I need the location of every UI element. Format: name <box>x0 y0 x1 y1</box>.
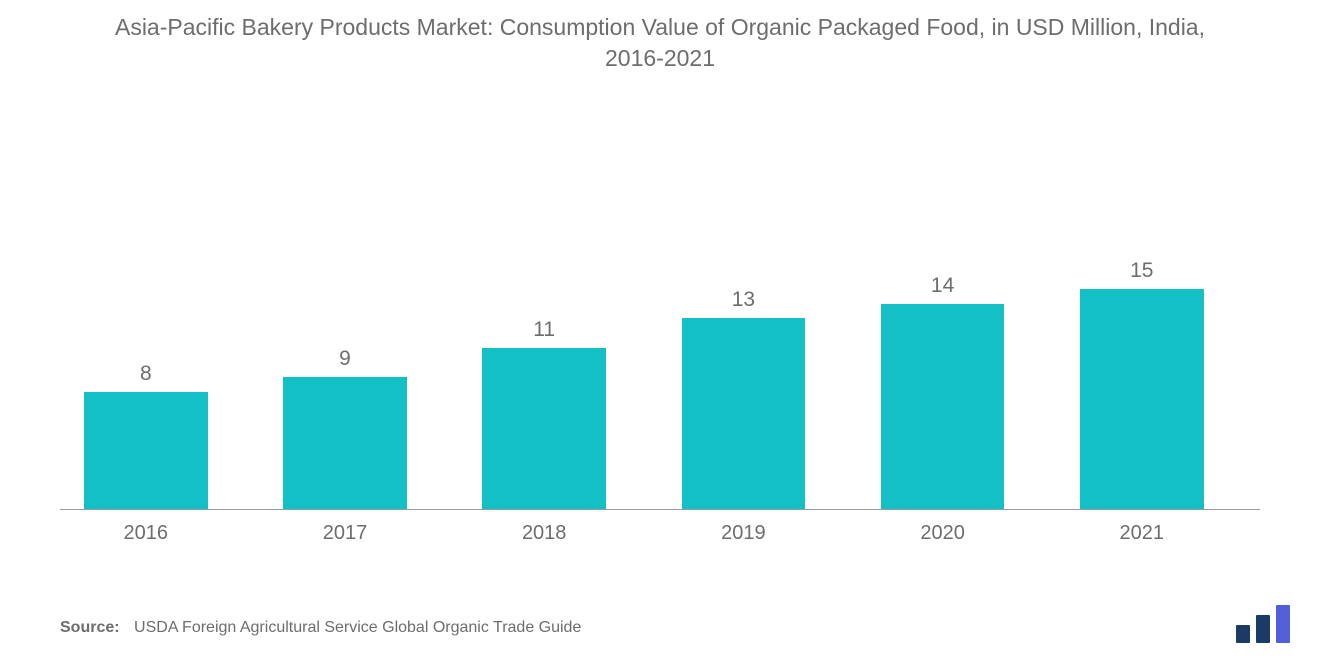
bar <box>84 392 208 509</box>
source-line: Source: USDA Foreign Agricultural Servic… <box>60 619 581 637</box>
bar-group: 15 <box>1080 259 1204 509</box>
x-axis-label: 2019 <box>682 522 806 545</box>
source-text: USDA Foreign Agricultural Service Global… <box>134 619 581 636</box>
bar-value-label: 14 <box>931 274 954 298</box>
bar <box>1080 289 1204 509</box>
bar-value-label: 8 <box>140 362 152 386</box>
bar-group: 8 <box>84 362 208 509</box>
x-axis-label: 2018 <box>482 522 606 545</box>
x-axis-label: 2016 <box>84 522 208 545</box>
bar <box>682 318 806 509</box>
bar-group: 9 <box>283 347 407 509</box>
x-axis-label: 2017 <box>283 522 407 545</box>
plot-region: 8 9 11 13 14 15 <box>60 130 1260 510</box>
chart-area: 8 9 11 13 14 15 2016 2017 2018 2019 2020 2021 <box>60 130 1260 560</box>
source-label: Source: <box>60 619 120 636</box>
x-axis-label: 2021 <box>1080 522 1204 545</box>
bar <box>283 377 407 509</box>
bar-value-label: 15 <box>1130 259 1153 283</box>
bar-group: 13 <box>682 288 806 509</box>
bar <box>881 304 1005 509</box>
bar-group: 11 <box>482 318 606 509</box>
bar-value-label: 9 <box>339 347 351 371</box>
brand-logo <box>1234 605 1296 643</box>
x-axis-label: 2020 <box>881 522 1005 545</box>
x-axis-labels: 2016 2017 2018 2019 2020 2021 <box>60 510 1260 550</box>
bar-value-label: 13 <box>732 288 755 312</box>
chart-title: Asia-Pacific Bakery Products Market: Con… <box>0 0 1320 74</box>
bar <box>482 348 606 509</box>
bar-value-label: 11 <box>533 318 555 342</box>
bar-group: 14 <box>881 274 1005 509</box>
